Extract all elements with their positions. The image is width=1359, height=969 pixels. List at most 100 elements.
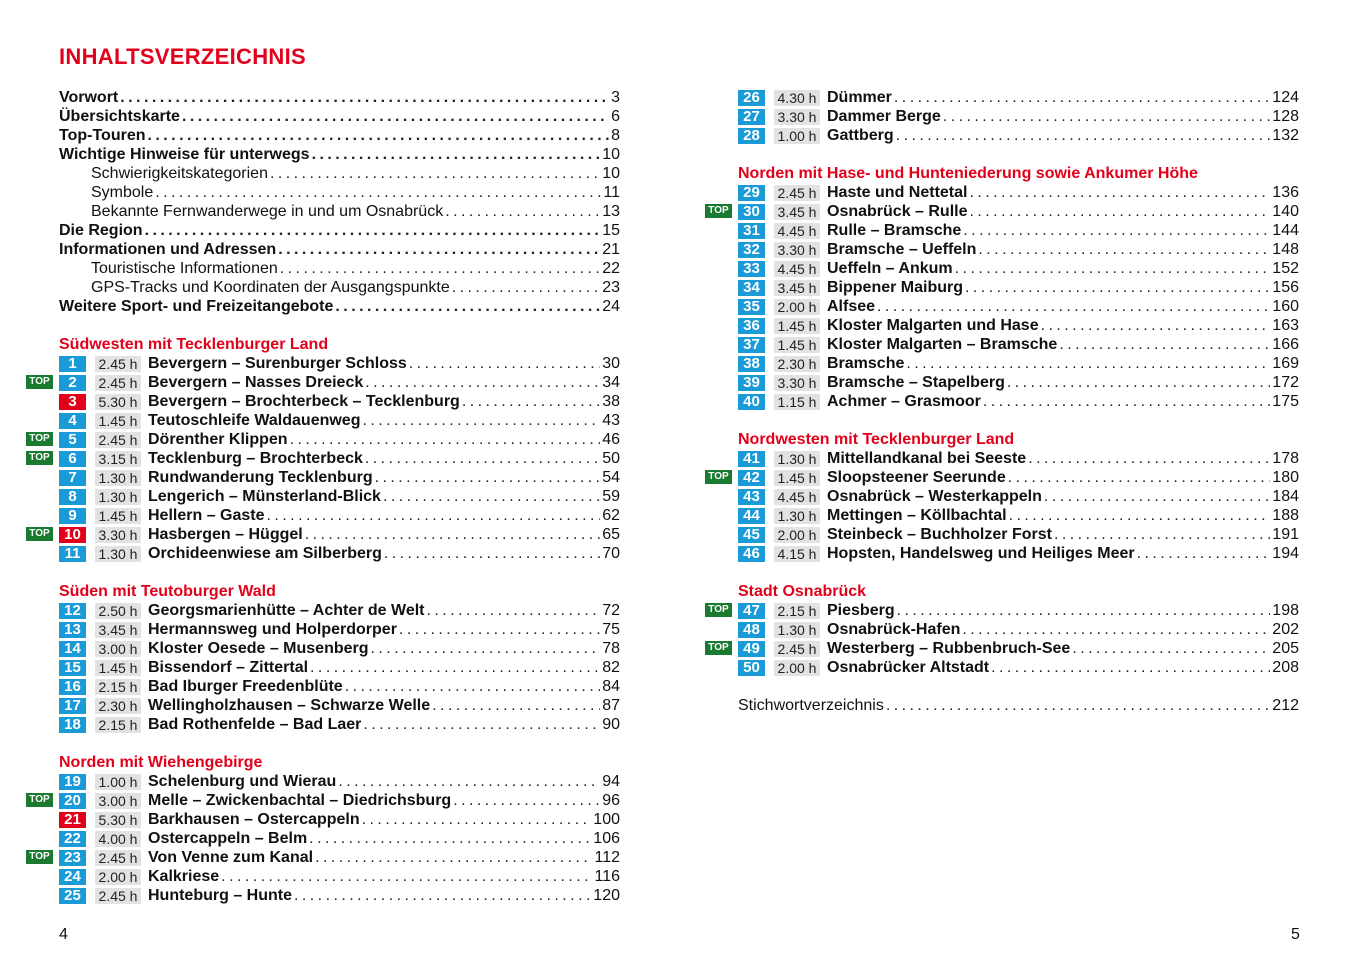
toc-entry[interactable]: 19 1.00 h Schelenburg und Wierau 94: [59, 772, 620, 791]
toc-entry[interactable]: Vorwort 3: [59, 88, 620, 107]
page-reference: 23: [602, 279, 620, 296]
toc-entry[interactable]: 48 1.30 h Osnabrück-Hafen 202: [738, 620, 1299, 639]
toc-entry[interactable]: 27 3.30 h Dammer Berge 128: [738, 107, 1299, 126]
toc-entry[interactable]: 14 3.00 h Kloster Oesede – Musenberg 78: [59, 639, 620, 658]
page-reference: 3: [611, 89, 620, 106]
toc-entry[interactable]: TOP 5 2.45 h Dörenther Klippen 46: [26, 430, 620, 449]
toc-entry[interactable]: Weitere Sport- und Freizeitangebote 24: [59, 297, 620, 316]
toc-entry[interactable]: 1 2.45 h Bevergern – Surenburger Schloss 30: [59, 354, 620, 373]
toc-entry[interactable]: Die Region 15: [59, 221, 620, 240]
toc-entry[interactable]: TOP 42 1.45 h Sloopsteener Seerunde 180: [705, 468, 1299, 487]
tour-title: Osnabrück-Hafen: [827, 621, 961, 638]
toc-entry[interactable]: 39 3.30 h Bramsche – Stapelberg 172: [738, 373, 1299, 392]
toc-entry[interactable]: 4 1.45 h Teutoschleife Waldauenweg 43: [59, 411, 620, 430]
toc-entry[interactable]: Touristische Informationen 22: [59, 259, 620, 278]
tour-duration: 2.00 h: [95, 868, 141, 885]
toc-entry[interactable]: Übersichtskarte 6: [59, 107, 620, 126]
toc-entry[interactable]: TOP 30 3.45 h Osnabrück – Rulle 140: [705, 202, 1299, 221]
toc-entry[interactable]: TOP 49 2.45 h Westerberg – Rubbenbruch-See 2…: [705, 639, 1299, 658]
dot-leader: [432, 696, 600, 715]
tour-duration: 3.30 h: [95, 526, 141, 543]
tour-duration: 1.45 h: [95, 659, 141, 676]
toc-entry[interactable]: GPS-Tracks und Koordinaten der Ausgangsp…: [59, 278, 620, 297]
tour-number-badge: 40: [738, 393, 765, 410]
toc-entry[interactable]: TOP 23 2.45 h Von Venne zum Kanal 112: [26, 848, 620, 867]
dot-leader: [1044, 487, 1270, 506]
index-entry[interactable]: Stichwortverzeichnis 212: [738, 696, 1299, 715]
dot-leader: [1028, 449, 1270, 468]
toc-entry[interactable]: 38 2.30 h Bramsche 169: [738, 354, 1299, 373]
page-reference: 87: [602, 697, 620, 714]
tour-duration: 2.00 h: [774, 526, 820, 543]
toc-entry[interactable]: 3 5.30 h Bevergern – Brochterbeck – Teckle…: [59, 392, 620, 411]
toc-entry[interactable]: Top-Touren 8: [59, 126, 620, 145]
tour-number-badge: 31: [738, 222, 765, 239]
toc-entry[interactable]: Symbole 11: [59, 183, 620, 202]
tour-title: Mettingen – Köllbachtal: [827, 507, 1007, 524]
toc-entry[interactable]: TOP 6 3.15 h Tecklenburg – Brochterbeck 50: [26, 449, 620, 468]
toc-entry[interactable]: 25 2.45 h Hunteburg – Hunte 120: [59, 886, 620, 905]
tour-number-badge: 7: [59, 469, 86, 486]
toc-entry[interactable]: TOP 10 3.30 h Hasbergen – Hüggel 65: [26, 525, 620, 544]
page-reference: 191: [1272, 526, 1299, 543]
toc-entry[interactable]: Informationen und Adressen 21: [59, 240, 620, 259]
toc-entry[interactable]: 33 4.45 h Ueffeln – Ankum 152: [738, 259, 1299, 278]
dot-leader: [362, 810, 592, 829]
toc-entry[interactable]: 11 1.30 h Orchideenwiese am Silberberg 70: [59, 544, 620, 563]
tour-duration: 3.15 h: [95, 450, 141, 467]
tour-duration: 3.45 h: [774, 203, 820, 220]
toc-entry[interactable]: 37 1.45 h Kloster Malgarten – Bramsche 166: [738, 335, 1299, 354]
tour-title: Bad Iburger Freedenblüte: [148, 678, 343, 695]
toc-entry[interactable]: 17 2.30 h Wellingholzhausen – Schwarze Wel…: [59, 696, 620, 715]
toc-entry[interactable]: 50 2.00 h Osnabrücker Altstadt 208: [738, 658, 1299, 677]
toc-entry[interactable]: 35 2.00 h Alfsee 160: [738, 297, 1299, 316]
page-reference: 10: [602, 146, 620, 163]
tour-title: Bevergern – Surenburger Schloss: [148, 355, 407, 372]
toc-entry[interactable]: 7 1.30 h Rundwanderung Tecklenburg 54: [59, 468, 620, 487]
toc-entry[interactable]: 36 1.45 h Kloster Malgarten und Hase 163: [738, 316, 1299, 335]
toc-entry[interactable]: Schwierigkeitskategorien 10: [59, 164, 620, 183]
toc-entry[interactable]: 44 1.30 h Mettingen – Köllbachtal 188: [738, 506, 1299, 525]
toc-entry[interactable]: 21 5.30 h Barkhausen – Ostercappeln 100: [59, 810, 620, 829]
tour-number-badge: 28: [738, 127, 765, 144]
toc-entry[interactable]: 40 1.15 h Achmer – Grasmoor 175: [738, 392, 1299, 411]
toc-entry[interactable]: 22 4.00 h Ostercappeln – Belm 106: [59, 829, 620, 848]
section-heading: Norden mit Hase- und Hunteniederung sowi…: [738, 165, 1198, 182]
toc-entry[interactable]: 9 1.45 h Hellern – Gaste 62: [59, 506, 620, 525]
toc-entry[interactable]: 28 1.00 h Gattberg 132: [738, 126, 1299, 145]
toc-entry[interactable]: 13 3.45 h Hermannsweg und Holperdorper 75: [59, 620, 620, 639]
tour-title: Hunteburg – Hunte: [148, 887, 292, 904]
toc-entry[interactable]: 24 2.00 h Kalkriese 116: [59, 867, 620, 886]
tour-number-badge: 37: [738, 336, 765, 353]
page-reference: 112: [594, 849, 620, 866]
toc-entry[interactable]: 31 4.45 h Rulle – Bramsche 144: [738, 221, 1299, 240]
tour-duration: 3.00 h: [95, 792, 141, 809]
tour-title: Haste und Nettetal: [827, 184, 968, 201]
toc-entry[interactable]: 12 2.50 h Georgsmarienhütte – Achter de We…: [59, 601, 620, 620]
tour-number-badge: 12: [59, 602, 86, 619]
toc-entry[interactable]: 41 1.30 h Mittellandkanal bei Seeste 178: [738, 449, 1299, 468]
toc-entry[interactable]: 29 2.45 h Haste und Nettetal 136: [738, 183, 1299, 202]
toc-entry[interactable]: 43 4.45 h Osnabrück – Westerkappeln 184: [738, 487, 1299, 506]
page-reference: 106: [593, 830, 620, 847]
page-reference: 205: [1272, 640, 1299, 657]
toc-entry[interactable]: TOP 47 2.15 h Piesberg 198: [705, 601, 1299, 620]
toc-entry[interactable]: Wichtige Hinweise für unterwegs 10: [59, 145, 620, 164]
toc-entry[interactable]: 15 1.45 h Bissendorf – Zittertal 82: [59, 658, 620, 677]
toc-entry[interactable]: 16 2.15 h Bad Iburger Freedenblüte 84: [59, 677, 620, 696]
tour-duration: 3.30 h: [774, 374, 820, 391]
toc-entry[interactable]: 45 2.00 h Steinbeck – Buchholzer Forst 191: [738, 525, 1299, 544]
toc-entry[interactable]: 18 2.15 h Bad Rothenfelde – Bad Laer 90: [59, 715, 620, 734]
toc-entry[interactable]: 32 3.30 h Bramsche – Ueffeln 148: [738, 240, 1299, 259]
toc-entry[interactable]: 34 3.45 h Bippener Maiburg 156: [738, 278, 1299, 297]
toc-entry[interactable]: 8 1.30 h Lengerich – Münsterland-Blick 59: [59, 487, 620, 506]
page-reference: 72: [602, 602, 620, 619]
toc-entry[interactable]: TOP 2 2.45 h Bevergern – Nasses Dreieck 34: [26, 373, 620, 392]
tour-number-badge: 25: [59, 887, 86, 904]
toc-entry[interactable]: TOP 20 3.00 h Melle – Zwickenbachtal – Died…: [26, 791, 620, 810]
toc-entry[interactable]: Bekannte Fernwanderwege in und um Osnabr…: [59, 202, 620, 221]
section-heading: Süden mit Teutoburger Wald: [59, 583, 276, 600]
toc-entry[interactable]: 26 4.30 h Dümmer 124: [738, 88, 1299, 107]
toc-entry[interactable]: 46 4.15 h Hopsten, Handelsweg und Heiliges…: [738, 544, 1299, 563]
tour-duration: 4.45 h: [774, 260, 820, 277]
